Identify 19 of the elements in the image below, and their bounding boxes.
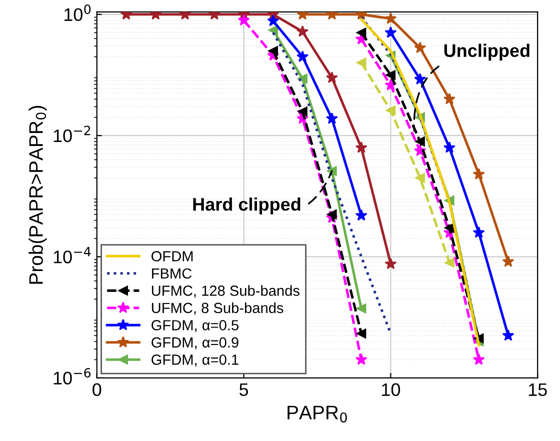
y-axis-title: Prob(PAPR>PAPR$_{0}$) [28, 106, 47, 284]
x-tick-label: 10 [382, 383, 400, 396]
x-tick-label: 5 [239, 383, 248, 396]
y-tick-label: 10$^{0}$ [64, 4, 91, 21]
x-axis-title: PAPR$_{0}$ [288, 406, 347, 423]
legend-label: GFDM, α=0.9 [152, 337, 238, 350]
x-tick-label: 15 [528, 383, 547, 396]
annotation: Unclipped [444, 44, 530, 61]
annotation: Hard clipped [193, 197, 300, 214]
y-tick-label: 10$^{−6}$ [54, 368, 91, 385]
legend-label: GFDM, α=0.1 [152, 354, 238, 367]
legend-label: UFMC, 8 Sub-bands [152, 302, 284, 315]
y-tick-label: 10$^{−4}$ [54, 247, 91, 264]
legend-label: OFDM [152, 251, 193, 262]
legend-label: UFMC, 128 Sub-bands [152, 285, 300, 298]
y-tick-label: 10$^{−2}$ [54, 126, 90, 142]
legend-label: GFDM, α=0.5 [152, 320, 238, 332]
legend-label: FBMC [152, 268, 192, 279]
x-tick-label: 0 [92, 383, 102, 396]
